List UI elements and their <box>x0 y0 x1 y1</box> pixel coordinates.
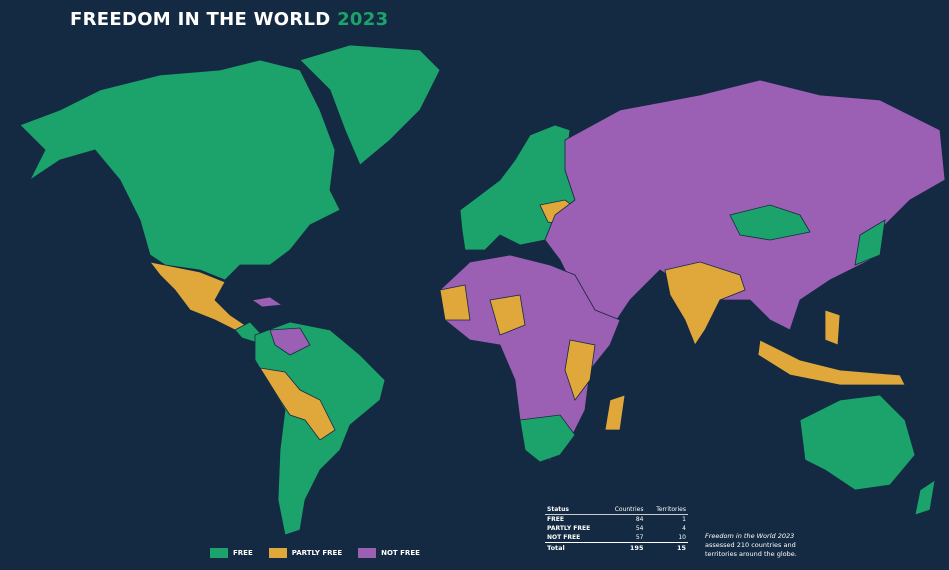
region <box>544 79 946 331</box>
region <box>824 309 841 346</box>
title-year: 2023 <box>337 9 389 30</box>
region <box>757 339 906 386</box>
note: Freedom in the World 2023 assessed 210 co… <box>705 532 805 559</box>
legend-item: NOT FREE <box>358 548 420 558</box>
legend-item: PARTLY FREE <box>268 548 343 558</box>
legend-item: FREE <box>210 548 253 558</box>
legend-swatch <box>358 548 377 558</box>
note-text: assessed 210 countries and territories a… <box>705 541 797 558</box>
legend-label: NOT FREE <box>381 549 420 557</box>
table-cell: 10 <box>678 534 686 541</box>
table-cell: 54 <box>635 525 644 532</box>
region <box>854 219 886 266</box>
total-cell: 195 <box>604 542 646 553</box>
region <box>519 414 576 463</box>
legend-swatch <box>268 548 287 558</box>
table-cell: 4 <box>682 525 686 532</box>
region <box>664 261 746 346</box>
region <box>604 394 626 431</box>
region <box>564 339 596 401</box>
table-header: Status Countries Territories <box>545 505 688 515</box>
region <box>439 254 621 461</box>
region <box>19 59 341 281</box>
region <box>914 479 936 516</box>
table-row: FREE 84 1 <box>545 515 688 525</box>
legend-label: FREE <box>233 549 253 557</box>
region <box>259 367 336 441</box>
table-row: PARTLY FREE 54 4 <box>545 524 688 533</box>
status-table: Status Countries Territories FREE 84 1 PARTLY … <box>545 505 688 553</box>
table-cell: NOT FREE <box>547 534 581 541</box>
table-total: Total 195 15 <box>545 542 688 553</box>
header-cell: Territories <box>645 505 688 515</box>
table-cell: 1 <box>682 516 686 523</box>
region <box>439 284 471 321</box>
region <box>250 296 284 308</box>
table-row: NOT FREE 57 10 <box>545 533 688 543</box>
region <box>269 327 311 356</box>
legend: FREE PARTLY FREE NOT FREE <box>210 548 420 558</box>
table-cell: PARTLY FREE <box>547 525 591 532</box>
region <box>799 394 916 491</box>
table-cell: FREE <box>547 516 564 523</box>
region <box>489 294 526 336</box>
total-cell: 15 <box>645 542 688 553</box>
title: FREEDOM IN THE WORLD 2023 <box>70 9 388 30</box>
total-cell: Total <box>545 542 605 553</box>
legend-swatch <box>210 548 228 558</box>
header-cell: Status <box>545 505 605 515</box>
region <box>299 44 441 166</box>
header-cell: Countries <box>604 505 646 515</box>
table-cell: 84 <box>635 516 644 523</box>
legend-label: PARTLY FREE <box>291 549 343 557</box>
note-title: Freedom in the World 2023 <box>705 532 795 540</box>
region <box>729 204 811 241</box>
table-cell: 57 <box>635 534 644 541</box>
title-main: FREEDOM IN THE WORLD <box>70 9 331 30</box>
